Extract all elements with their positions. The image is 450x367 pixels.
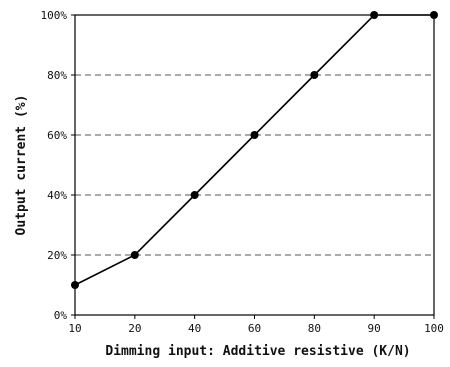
data-point — [430, 11, 438, 19]
x-tick-label: 10 — [68, 322, 81, 335]
series-group — [71, 11, 438, 289]
series-line — [74, 14, 434, 286]
axis-ticks: 0% 20% 40% 60% 80% 100% 10 20 40 60 80 90 100 — [41, 9, 444, 335]
x-tick-label: 90 — [368, 322, 381, 335]
x-axis-title: Dimming input: Additive resistive (K/N) — [105, 344, 410, 359]
data-point — [71, 281, 79, 289]
x-tick-label: 40 — [188, 322, 201, 335]
data-point — [130, 251, 139, 259]
y-tick-label: 40% — [47, 189, 67, 202]
x-tick-label: 80 — [308, 322, 321, 335]
grid-lines — [75, 74, 434, 256]
x-tick-label: 20 — [128, 322, 141, 335]
y-tick-label: 0% — [54, 309, 68, 322]
y-tick-label: 80% — [47, 69, 67, 82]
data-point — [190, 191, 199, 199]
plot-area — [74, 14, 435, 316]
x-tick-label: 100 — [424, 322, 444, 335]
y-tick-label: 20% — [47, 249, 67, 262]
data-point — [250, 131, 259, 139]
x-tick-label: 60 — [248, 322, 261, 335]
y-tick-label: 100% — [41, 9, 68, 22]
data-point — [370, 11, 379, 19]
data-point — [310, 71, 319, 79]
y-axis-title: Output current (%) — [14, 95, 29, 236]
y-tick-label: 60% — [47, 129, 67, 142]
